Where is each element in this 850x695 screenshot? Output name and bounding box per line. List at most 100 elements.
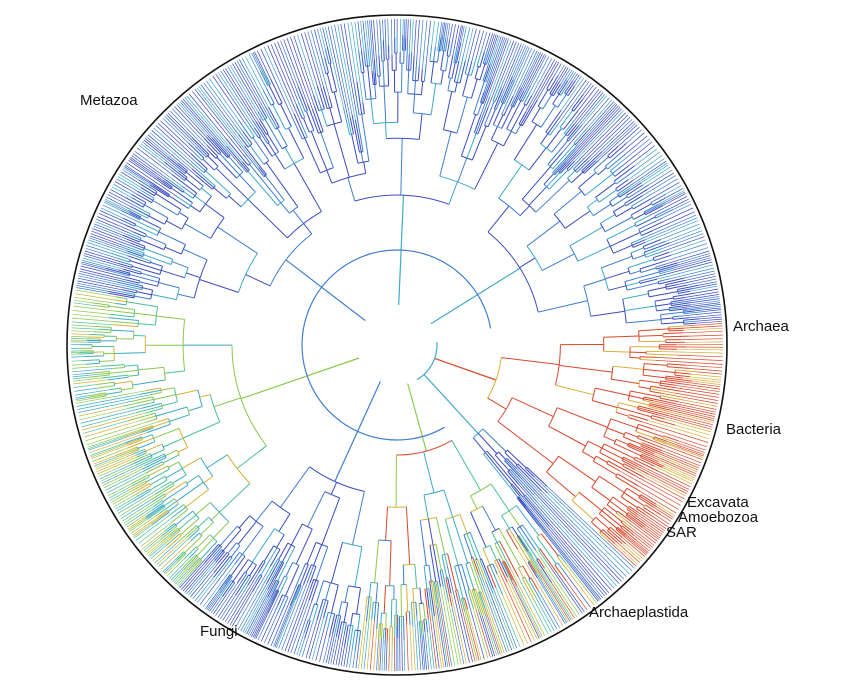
tree-connector <box>474 77 481 81</box>
tree-branch <box>544 567 578 618</box>
tree-branch <box>536 559 553 584</box>
tree-branch <box>351 630 356 650</box>
tree-branch <box>462 27 471 58</box>
tree-branch <box>319 28 326 50</box>
tree-branch <box>464 597 469 610</box>
tree-branch <box>142 530 166 550</box>
tree-branch <box>418 113 423 140</box>
tree-branch <box>480 591 486 603</box>
tree-branch <box>355 645 360 669</box>
tree-branch <box>115 496 138 510</box>
tree-branch <box>103 201 122 211</box>
tree-branch <box>449 37 454 57</box>
tree-branch <box>642 374 666 379</box>
tree-branch <box>215 167 249 200</box>
tree-branch <box>260 604 279 642</box>
tree-branch <box>384 19 386 39</box>
tree-branch <box>648 474 688 495</box>
tree-branch <box>622 520 634 530</box>
tree-branch <box>72 313 109 319</box>
tree-branch <box>542 94 553 110</box>
tree-branch <box>128 159 163 184</box>
tree-branch <box>149 543 165 558</box>
tree-branch <box>310 30 330 97</box>
tree-branch <box>638 485 679 510</box>
tree-branch <box>220 70 253 121</box>
tree-branch <box>546 172 560 188</box>
tree-branch <box>344 624 349 646</box>
tree-branch <box>670 198 689 209</box>
tree-branch <box>182 98 239 163</box>
tree-branch <box>659 384 676 389</box>
tree-branch <box>349 625 354 647</box>
tree-branch <box>148 215 165 225</box>
tree-branch <box>668 329 684 332</box>
tree-branch <box>643 399 659 405</box>
tree-branch <box>178 102 208 136</box>
tree-branch <box>467 598 485 660</box>
tree-branch <box>200 541 218 560</box>
tree-branch <box>614 165 629 177</box>
tree-branch <box>94 325 112 328</box>
tree-branch <box>628 512 647 526</box>
tree-branch <box>567 570 595 606</box>
tree-branch <box>615 411 629 417</box>
tree-branch <box>452 24 456 39</box>
tree-branch <box>129 274 159 283</box>
tree-branch <box>157 538 189 568</box>
tree-branch <box>220 595 236 620</box>
tree-branch <box>435 581 441 608</box>
tree-branch <box>160 540 192 570</box>
tree-branch <box>595 455 608 463</box>
tree-connector <box>514 159 530 171</box>
tree-branch <box>196 534 211 549</box>
tree-branch <box>127 516 147 530</box>
tree-branch <box>510 85 521 107</box>
tree-branch <box>474 142 499 190</box>
tree-branch <box>304 137 321 174</box>
tree-branch <box>141 141 179 171</box>
tree-branch <box>686 364 723 369</box>
tree-branch <box>481 31 488 50</box>
tree-branch <box>677 440 706 451</box>
tree-branch <box>518 90 525 101</box>
tree-branch <box>320 132 334 168</box>
tree-branch <box>605 270 630 280</box>
tree-branch <box>683 311 703 315</box>
tree-branch <box>558 81 590 124</box>
tree-branch <box>169 557 190 579</box>
tree-branch <box>666 440 705 455</box>
tree-branch <box>232 63 261 111</box>
tree-branch <box>606 224 636 240</box>
tree-branch <box>625 520 657 544</box>
tree-branch <box>211 544 219 553</box>
tree-branch <box>428 565 432 582</box>
tree-branch <box>575 132 587 145</box>
tree-connector <box>591 475 600 488</box>
tree-branch <box>494 560 502 575</box>
tree-branch <box>548 521 610 594</box>
tree-branch <box>482 613 498 656</box>
tree-branch <box>148 465 168 477</box>
tree-branch <box>183 555 198 571</box>
tree-connector <box>199 195 212 213</box>
tree-branch <box>697 281 717 286</box>
tree-connector <box>517 524 523 529</box>
tree-branch <box>78 353 94 355</box>
tree-branch <box>79 268 127 281</box>
tree-branch <box>200 172 216 187</box>
tree-branch <box>89 235 121 248</box>
tree-branch <box>653 438 667 445</box>
tree-branch <box>209 596 221 612</box>
tree-branch <box>218 574 231 590</box>
tree-connector <box>164 217 169 225</box>
tree-branch <box>677 255 711 266</box>
tree-branch <box>674 387 720 395</box>
tree-branch <box>147 536 171 556</box>
tree-branch <box>552 93 560 105</box>
tree-branch <box>119 173 141 188</box>
tree-branch <box>601 447 623 460</box>
tree-branch <box>692 380 721 385</box>
tree-connector <box>606 496 614 506</box>
tree-branch <box>635 475 683 503</box>
